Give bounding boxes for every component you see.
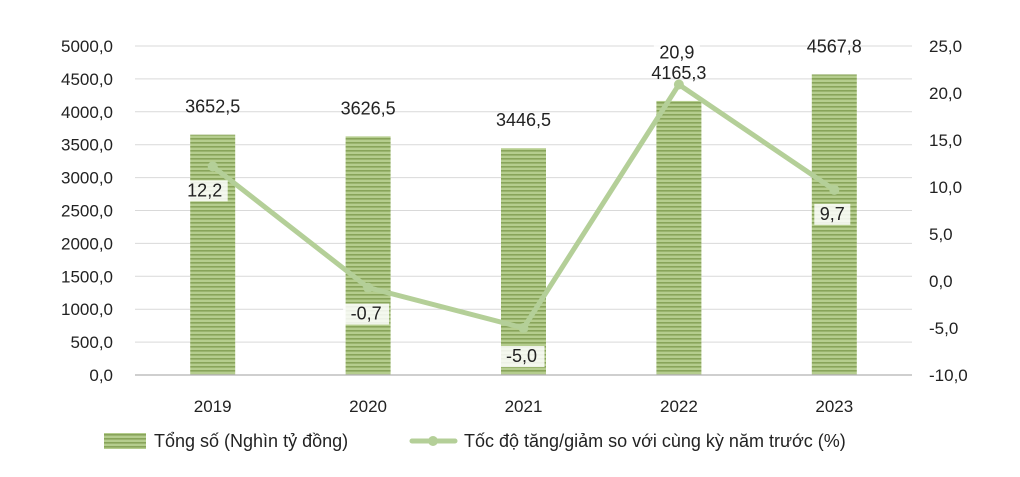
bar (190, 134, 236, 375)
line-data-label: 20,9 (659, 43, 694, 63)
data-labels: 3652,5 3626,5 3446,5 4165,3 4567,8 12,2 -0,7 -5… (181, 36, 862, 367)
line-point (673, 79, 684, 90)
line-point (207, 161, 218, 172)
y-right-tick-label: 5,0 (929, 225, 953, 244)
y-right-tick-label: 15,0 (929, 131, 962, 150)
line-label-bg (181, 180, 228, 202)
bar-data-label: 3652,5 (185, 97, 240, 117)
bar-data-label: 3446,5 (496, 110, 551, 130)
legend-line-marker (428, 436, 438, 446)
bar (656, 100, 702, 375)
y-left-tick-label: 3000,0 (61, 169, 113, 188)
line-point (829, 184, 840, 195)
line-series (207, 79, 840, 333)
line-label-bg (814, 203, 851, 225)
bar-data-label: 4567,8 (807, 36, 862, 56)
y-left-tick-label: 4500,0 (61, 70, 113, 89)
legend-bar-label: Tổng số (Nghìn tỷ đồng) (154, 431, 348, 451)
y-left-tick-label: 2000,0 (61, 234, 113, 253)
line-data-label: 9,7 (820, 204, 845, 224)
x-tick-label: 2022 (660, 397, 698, 416)
y-left-tick-label: 4000,0 (61, 103, 113, 122)
line-data-label: -5,0 (506, 346, 537, 366)
bar (345, 136, 391, 375)
bar-data-label: 4165,3 (651, 63, 706, 83)
y-left-tick-label: 1500,0 (61, 267, 113, 286)
x-tick-label: 2019 (194, 397, 232, 416)
y-right-tick-label: 10,0 (929, 178, 962, 197)
y-left-tick-label: 2500,0 (61, 202, 113, 221)
line-label-bg (343, 303, 390, 325)
x-tick-label: 2020 (349, 397, 387, 416)
line-label-bg (498, 346, 545, 367)
x-tick-label: 2021 (505, 397, 543, 416)
legend-bar-swatch (104, 433, 146, 449)
legend: Tổng số (Nghìn tỷ đồng) Tốc độ tăng/giảm … (104, 431, 846, 451)
y-right-tick-label: 20,0 (929, 84, 962, 103)
y-left-tick-label: 1000,0 (61, 300, 113, 319)
y-left-tick-label: 500,0 (70, 333, 113, 352)
bar (501, 148, 546, 375)
line-point (518, 323, 529, 333)
line-point (363, 282, 374, 293)
y-left-tick-label: 5000,0 (61, 37, 113, 56)
line-data-label: 12,2 (187, 180, 222, 200)
y-right-tick-label: -10,0 (929, 366, 968, 385)
x-tick-label: 2023 (815, 397, 853, 416)
y-right-tick-label: -5,0 (929, 319, 958, 338)
bar-data-label: 3626,5 (341, 98, 396, 118)
y-left-tick-label: 3500,0 (61, 136, 113, 155)
line-data-label: -0,7 (351, 304, 382, 324)
legend-line-label: Tốc độ tăng/giảm so với cùng kỳ năm trướ… (464, 431, 846, 451)
y-left-tick-label: 0,0 (89, 366, 113, 385)
axes: 0,0 500,0 1000,0 1500,0 2000,0 2500,0 3000,0 35… (61, 37, 968, 416)
line-label-bg (653, 42, 700, 64)
y-right-tick-label: 25,0 (929, 37, 962, 56)
y-right-tick-label: 0,0 (929, 272, 953, 291)
